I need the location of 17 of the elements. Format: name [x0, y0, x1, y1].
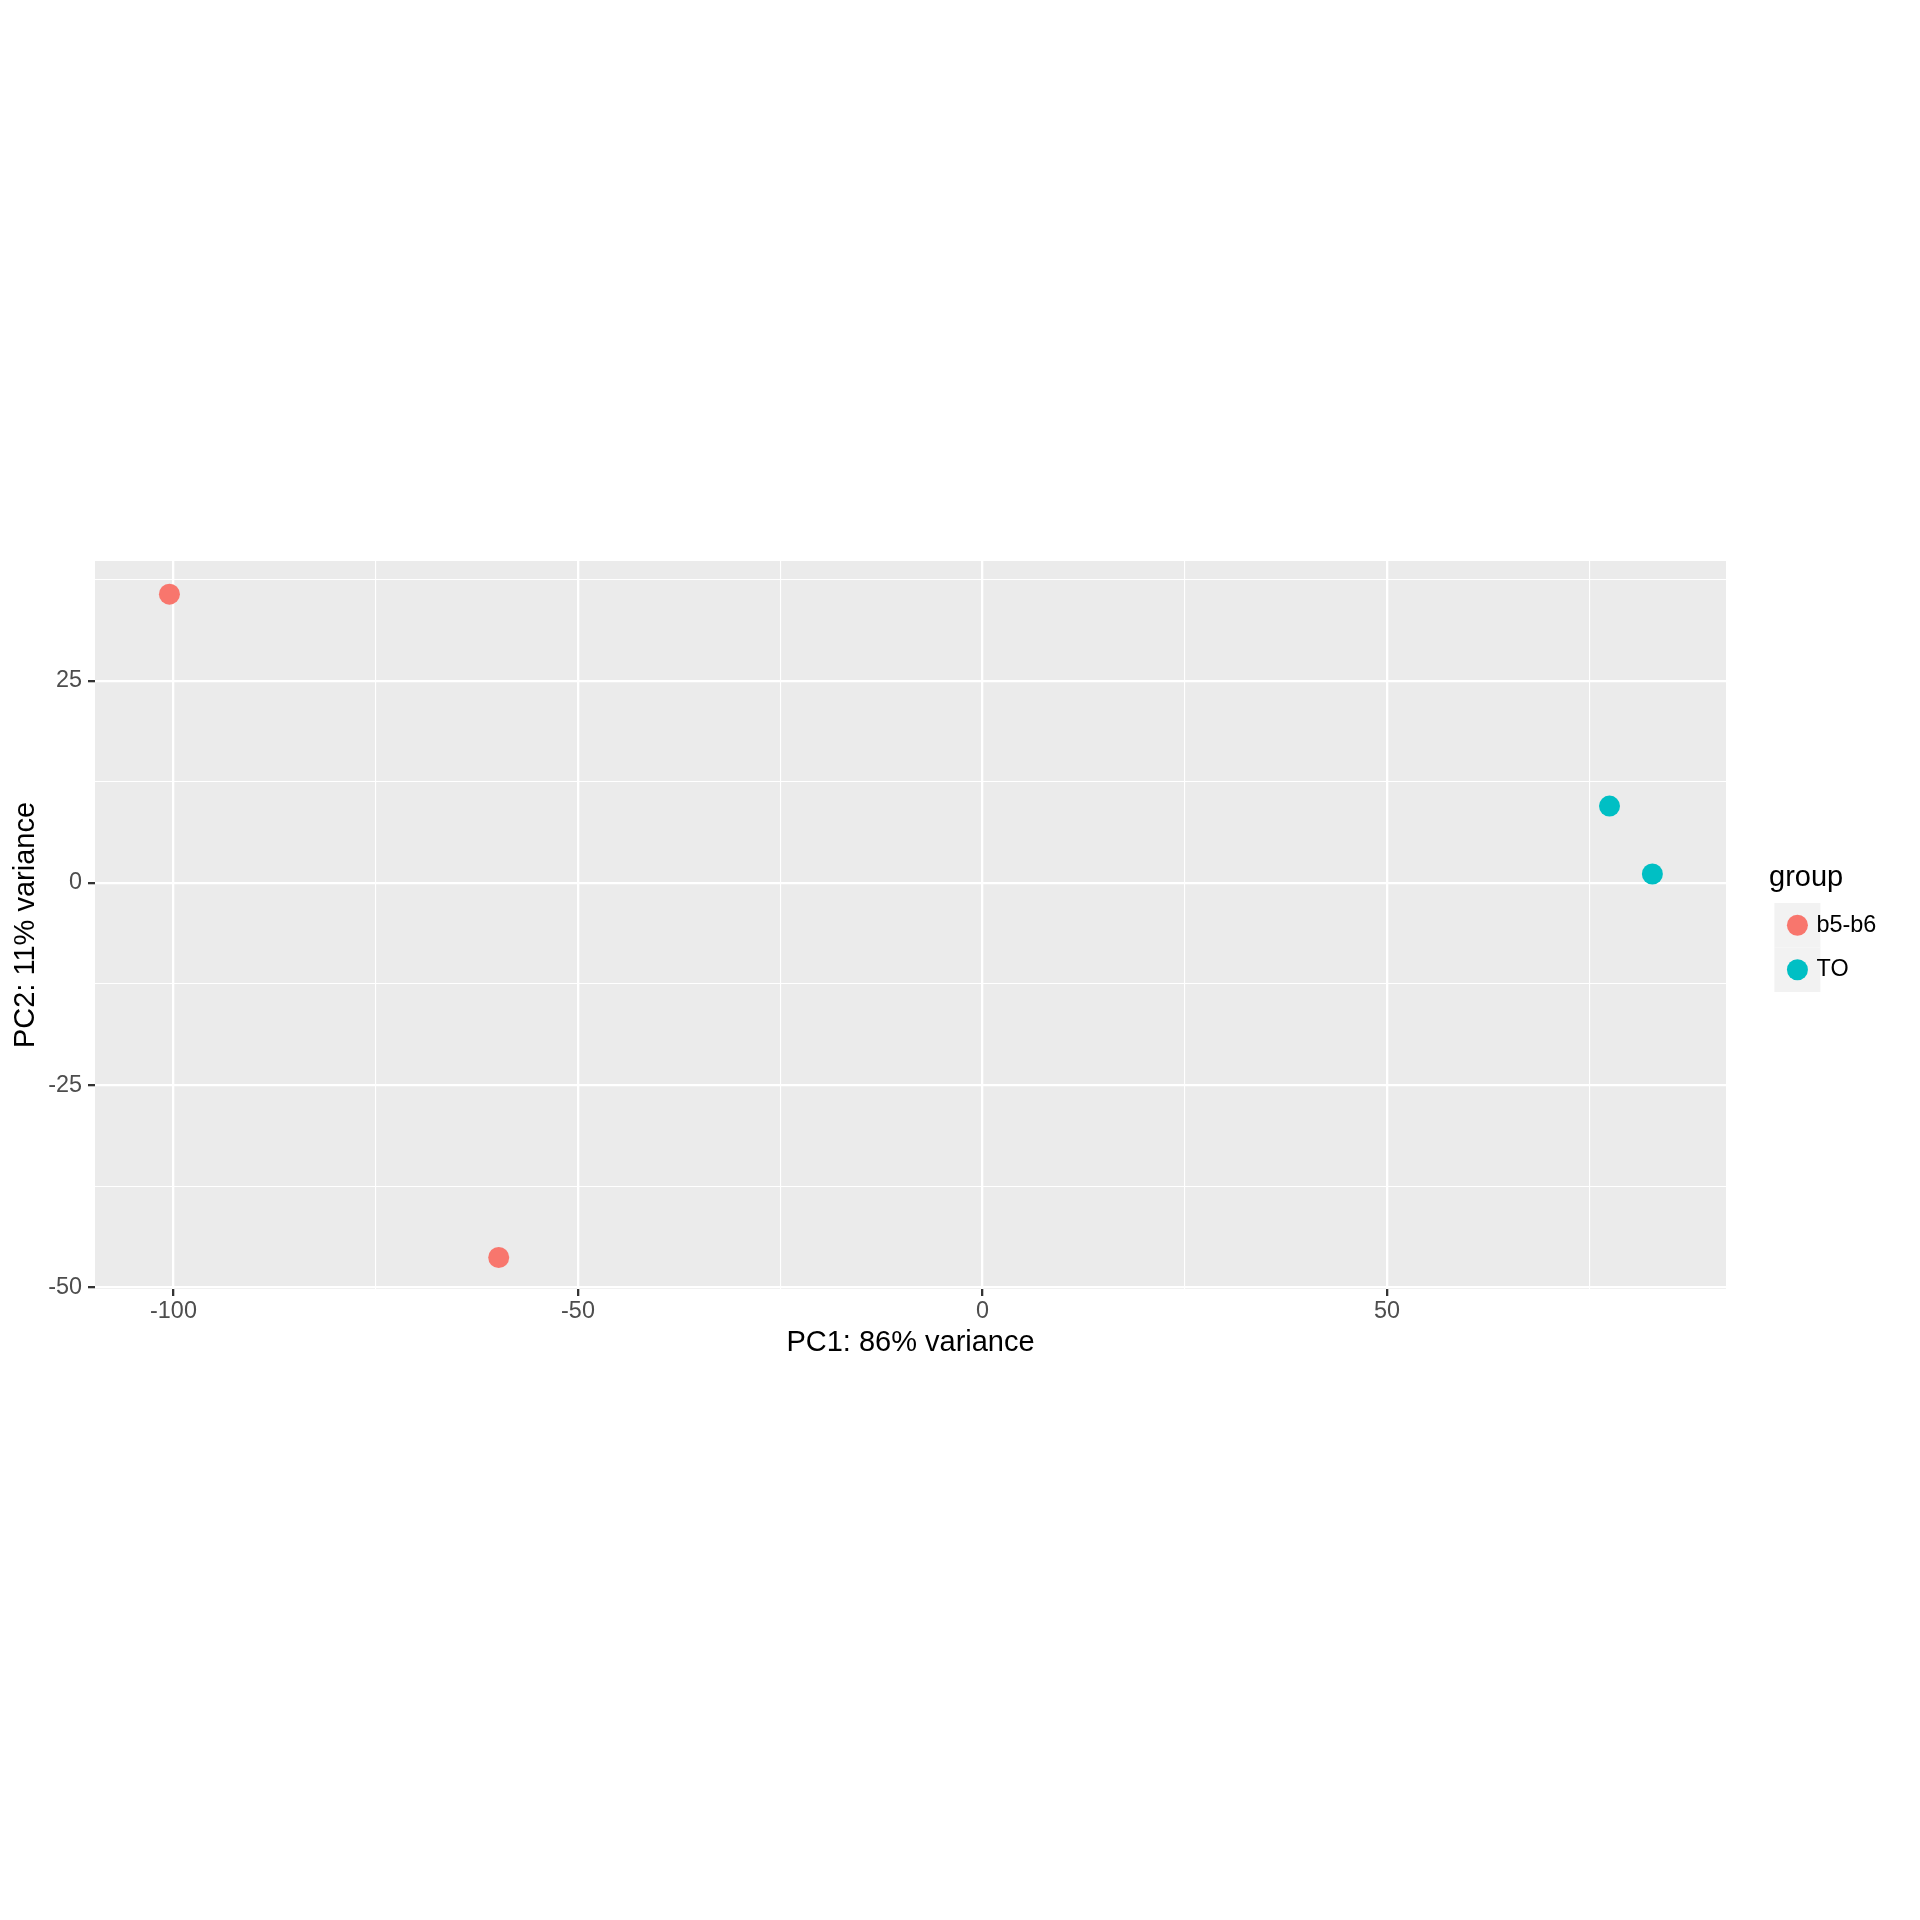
- x-tick-label: 50: [1374, 1297, 1401, 1324]
- point: [1641, 863, 1663, 885]
- y-tick-label: -25: [48, 1070, 82, 1097]
- x-tick-label: -100: [150, 1297, 197, 1324]
- x-axis-title: PC1: 86% variance: [786, 1325, 1035, 1357]
- point: [488, 1246, 510, 1268]
- y-tick-label: 0: [68, 868, 82, 895]
- point: [158, 583, 180, 605]
- legend-title: group: [1769, 860, 1844, 893]
- y-tick-label: 25: [55, 666, 82, 693]
- x-tick-label: 0: [976, 1297, 990, 1324]
- x-tick-label: -50: [561, 1297, 595, 1324]
- point: [1599, 795, 1620, 817]
- y-tick-label: -50: [48, 1272, 82, 1299]
- y-axis-title: PC2: 11% variance: [7, 801, 40, 1049]
- legend-label: TO: [1816, 955, 1849, 982]
- legend-label: b5-b6: [1816, 910, 1877, 937]
